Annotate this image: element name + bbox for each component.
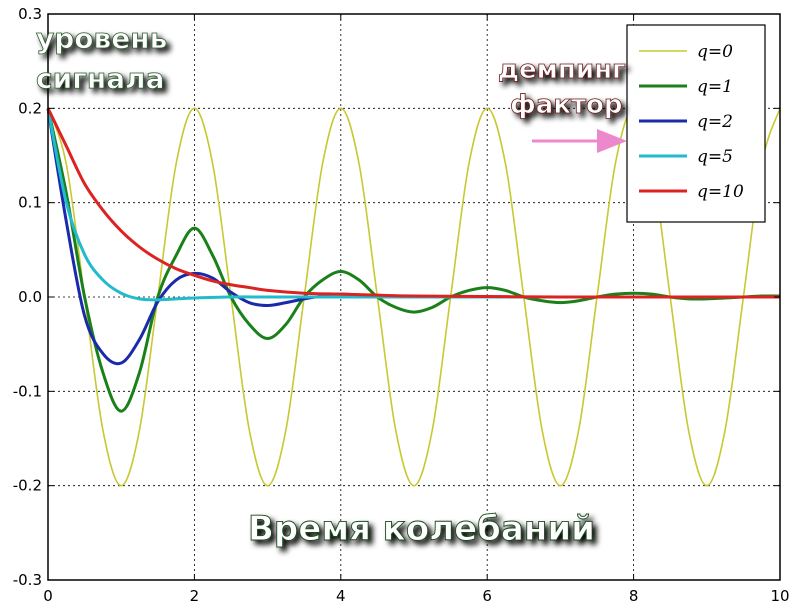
legend-label-q0: q=0 bbox=[697, 42, 733, 62]
legend-note-line-1: демпинг bbox=[498, 55, 626, 85]
x-tick-label: 2 bbox=[190, 587, 200, 605]
legend-label-q10: q=10 bbox=[697, 182, 744, 202]
x-tick-label: 6 bbox=[482, 587, 492, 605]
x-tick-label: 8 bbox=[629, 587, 639, 605]
tick-labels: 0 2 4 6 8 10 -0.3 -0.2 -0.1 0.0 0.1 0.2 0.3 bbox=[13, 5, 790, 605]
x-axis-label: Время колебаний bbox=[248, 509, 596, 550]
y-axis-label-line-1: уровень bbox=[36, 22, 167, 55]
y-tick-label: 0.2 bbox=[18, 99, 42, 117]
y-tick-label: -0.2 bbox=[13, 477, 42, 495]
y-axis-label-line-2: сигнала bbox=[36, 62, 165, 95]
legend: q=0 q=1 q=2 q=5 q=10 bbox=[626, 24, 766, 223]
legend-label-q1: q=1 bbox=[697, 77, 733, 97]
y-tick-label: -0.3 bbox=[13, 571, 42, 589]
y-tick-label: 0.3 bbox=[18, 5, 42, 23]
tick-marks bbox=[47, 13, 781, 581]
x-tick-label: 0 bbox=[43, 587, 53, 605]
legend-note-line-2: фактор bbox=[510, 90, 623, 120]
x-axis-label-text: Время колебаний bbox=[248, 509, 595, 549]
y-tick-label: 0.0 bbox=[18, 288, 42, 306]
y-tick-label: 0.1 bbox=[18, 194, 42, 212]
y-axis-label: уровень сигнала bbox=[36, 22, 168, 96]
series-layer bbox=[46, 107, 781, 487]
legend-note: демпинг фактор bbox=[498, 55, 626, 121]
y-tick-label: -0.1 bbox=[13, 382, 42, 400]
x-tick-label: 10 bbox=[770, 587, 789, 605]
legend-box bbox=[626, 24, 766, 223]
series-line-q1 bbox=[46, 108, 781, 413]
series-line-q10 bbox=[46, 107, 780, 299]
legend-label-q5: q=5 bbox=[697, 147, 733, 167]
legend-label-q2: q=2 bbox=[697, 112, 733, 132]
x-tick-label: 4 bbox=[336, 587, 346, 605]
